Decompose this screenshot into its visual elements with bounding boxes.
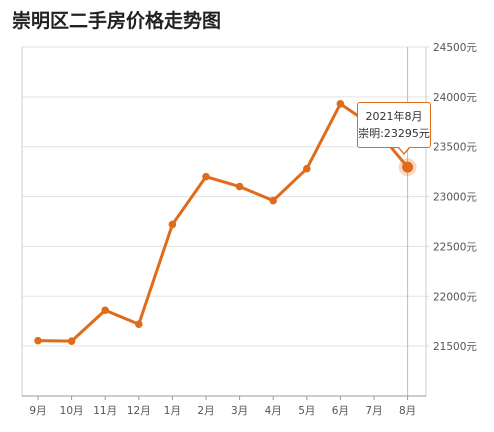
x-tick-label: 2月 xyxy=(197,405,214,417)
data-point[interactable] xyxy=(34,336,42,345)
x-tick-label: 6月 xyxy=(332,405,349,417)
data-point[interactable] xyxy=(269,196,278,205)
y-tick-label: 21500元 xyxy=(433,341,477,353)
tooltip-value: 崇明:23295元 xyxy=(358,127,430,140)
x-tick-label: 12月 xyxy=(127,405,151,417)
x-axis-tick-labels: 9月 10月 11月 12月 1月 2月 3月 4月 5月 6月 7月 8月 xyxy=(29,405,416,417)
y-tick-label: 23000元 xyxy=(433,192,477,204)
y-tick-label: 22500元 xyxy=(433,241,477,253)
data-point[interactable] xyxy=(135,320,143,329)
grid-lines xyxy=(22,46,430,347)
data-point[interactable] xyxy=(168,220,177,229)
x-tick-label: 7月 xyxy=(365,405,382,417)
data-point[interactable] xyxy=(202,172,210,181)
x-tick-label: 3月 xyxy=(231,405,248,417)
tooltip-date: 2021年8月 xyxy=(365,110,423,123)
tooltip-pointer-inner xyxy=(399,147,409,153)
data-points xyxy=(34,100,417,345)
highlight-point[interactable] xyxy=(402,161,414,173)
data-point[interactable] xyxy=(336,100,345,108)
x-tick-label: 1月 xyxy=(164,405,181,417)
series-line xyxy=(36,102,410,343)
y-tick-label: 24500元 xyxy=(433,42,477,54)
x-tick-label: 5月 xyxy=(298,405,315,417)
chart-title: 崇明区二手房价格走势图 xyxy=(12,10,222,32)
data-point[interactable] xyxy=(67,337,76,345)
data-tooltip: 2021年8月 崇明:23295元 xyxy=(357,102,431,155)
y-tick-label: 22000元 xyxy=(433,291,477,303)
x-tick-label: 4月 xyxy=(265,405,282,417)
y-tick-label: 24000元 xyxy=(433,92,477,104)
x-tick-label: 8月 xyxy=(399,405,416,417)
series-polyline xyxy=(36,102,410,343)
data-point[interactable] xyxy=(303,164,311,173)
y-axis-tick-labels: 21500元 22000元 22500元 23000元 23500元 24000元 2450… xyxy=(433,42,477,353)
y-tick-label: 23500元 xyxy=(433,142,477,154)
x-tick-label: 10月 xyxy=(60,405,84,417)
x-tick-label: 11月 xyxy=(93,405,117,417)
axes xyxy=(21,47,427,400)
data-point[interactable] xyxy=(101,306,109,315)
x-tick-label: 9月 xyxy=(29,405,46,417)
data-point[interactable] xyxy=(235,182,244,191)
